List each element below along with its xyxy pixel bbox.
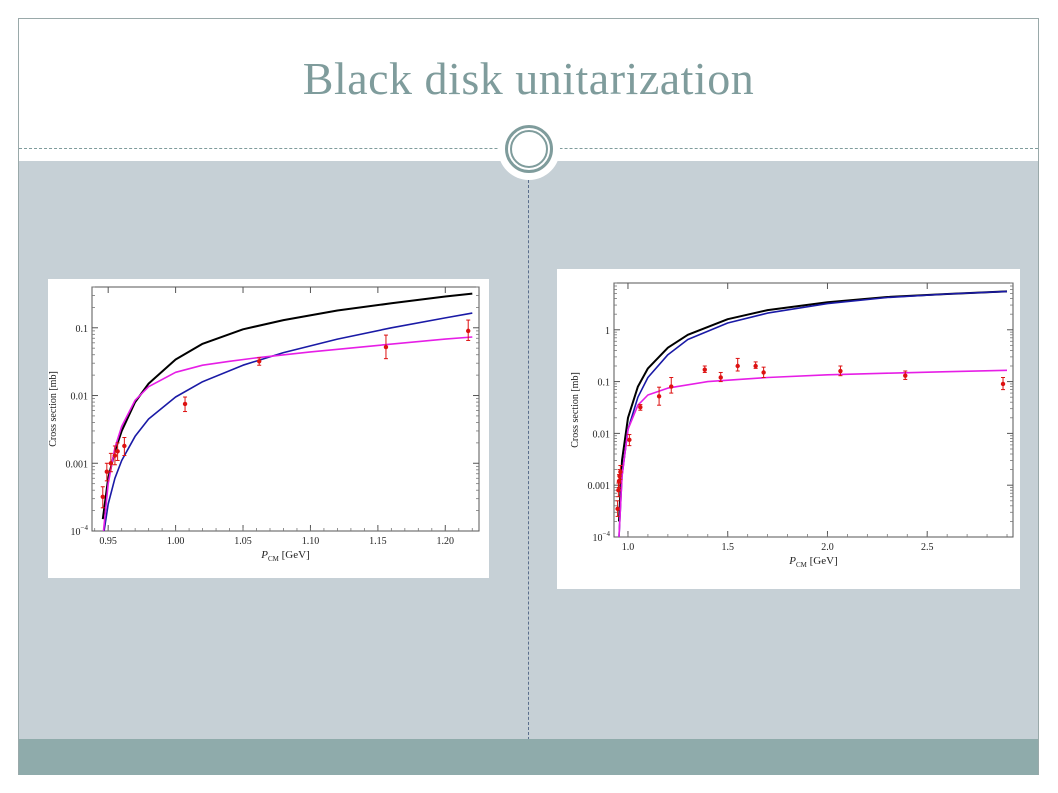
data-point [617, 473, 622, 479]
y-tick-label: 0.01 [593, 429, 611, 440]
y-tick-label: 0.1 [598, 378, 611, 389]
data-point [104, 469, 110, 474]
data-point [115, 449, 120, 454]
data-point [702, 367, 707, 372]
data-point [383, 344, 389, 350]
x-tick-label: 1.0 [622, 542, 635, 553]
plot-area [100, 292, 473, 531]
series-line-magenta [618, 369, 1008, 537]
x-axis-label-unit: [GeV] [279, 549, 310, 561]
x-tick-label: 1.00 [167, 536, 185, 547]
series-line-magenta [102, 336, 473, 531]
y-tick-label: 0.1 [76, 324, 89, 335]
data-point [616, 488, 621, 493]
cross-section-chart-right: 1.0 1.5 2.0 2.5 10−4 0.001 0.01 0.1 1 PCM [GeV] Cr… [570, 282, 1014, 569]
data-point [761, 370, 766, 375]
y-tick-label: 0.001 [66, 459, 89, 470]
data-point [466, 328, 471, 334]
plot-frame [613, 282, 1014, 538]
x-tick-label: 1.15 [369, 536, 387, 547]
data-point [903, 373, 908, 378]
x-axis-label-unit: [GeV] [807, 555, 838, 567]
y-tick-label-base: 10 [593, 533, 603, 544]
y-axis-label: Cross section [mb] [570, 372, 581, 448]
y-tick-label: 10−4 [593, 530, 611, 544]
data-point [100, 494, 105, 499]
x-tick-label: 1.10 [302, 536, 320, 547]
x-axis-label-subscript: CM [268, 555, 280, 563]
slide-title: Black disk unitarization [302, 53, 755, 104]
cross-section-chart-left: 0.95 1.00 1.05 1.10 1.15 1.20 10−4 0.001 0.01 0.1… [48, 286, 480, 563]
y-axis-label: Cross section [mb] [48, 371, 59, 447]
series-line-blue [618, 290, 1008, 537]
data-point [656, 394, 662, 399]
x-axis-label-symbol: P [260, 549, 268, 561]
series-line-black [618, 290, 1008, 522]
data-point [618, 469, 623, 475]
data-point [718, 375, 723, 380]
y-tick-label: 1 [605, 326, 610, 337]
y-tick-label-base: 10 [71, 527, 81, 538]
data-point [735, 363, 740, 369]
column-divider [528, 180, 529, 740]
plot-frame [91, 286, 480, 532]
x-tick-label: 2.5 [921, 542, 934, 553]
data-point [669, 384, 674, 389]
data-point [615, 506, 620, 512]
data-point [1000, 381, 1006, 387]
data-point [122, 443, 127, 449]
y-tick-label: 0.001 [588, 481, 611, 492]
ornament-inner-ring-icon [510, 130, 548, 168]
x-axis-label-symbol: P [788, 555, 796, 567]
data-point [627, 437, 632, 443]
x-tick-label: 0.95 [99, 536, 117, 547]
data-point [638, 405, 643, 410]
footer-bar [19, 739, 1038, 775]
y-tick-label: 0.01 [71, 392, 89, 403]
data-point [838, 368, 843, 374]
chart-panel-right: 1.0 1.5 2.0 2.5 10−4 0.001 0.01 0.1 1 PCM [GeV] Cr… [557, 269, 1020, 589]
series-line-blue [103, 312, 473, 531]
y-tick-label: 10−4 [71, 524, 89, 538]
y-tick-label-exponent: −4 [603, 530, 611, 538]
data-point [257, 359, 262, 364]
data-point [108, 461, 114, 466]
x-axis-label: PCM [GeV] [788, 555, 838, 569]
data-point [616, 478, 622, 484]
data-point [753, 363, 758, 369]
data-point [112, 453, 118, 458]
x-tick-label: 1.20 [437, 536, 455, 547]
ornament-ring-icon [505, 125, 553, 173]
x-axis-label: PCM [GeV] [260, 549, 310, 563]
chart-panel-left: 0.95 1.00 1.05 1.10 1.15 1.20 10−4 0.001 0.01 0.1… [48, 279, 489, 578]
data-point [182, 401, 188, 407]
series-line-black [101, 292, 473, 520]
x-tick-label: 2.0 [821, 542, 834, 553]
plot-area [615, 290, 1008, 537]
y-tick-label-exponent: −4 [81, 524, 89, 532]
x-tick-label: 1.5 [721, 542, 734, 553]
x-tick-label: 1.05 [234, 536, 252, 547]
x-axis-label-subscript: CM [796, 561, 808, 569]
